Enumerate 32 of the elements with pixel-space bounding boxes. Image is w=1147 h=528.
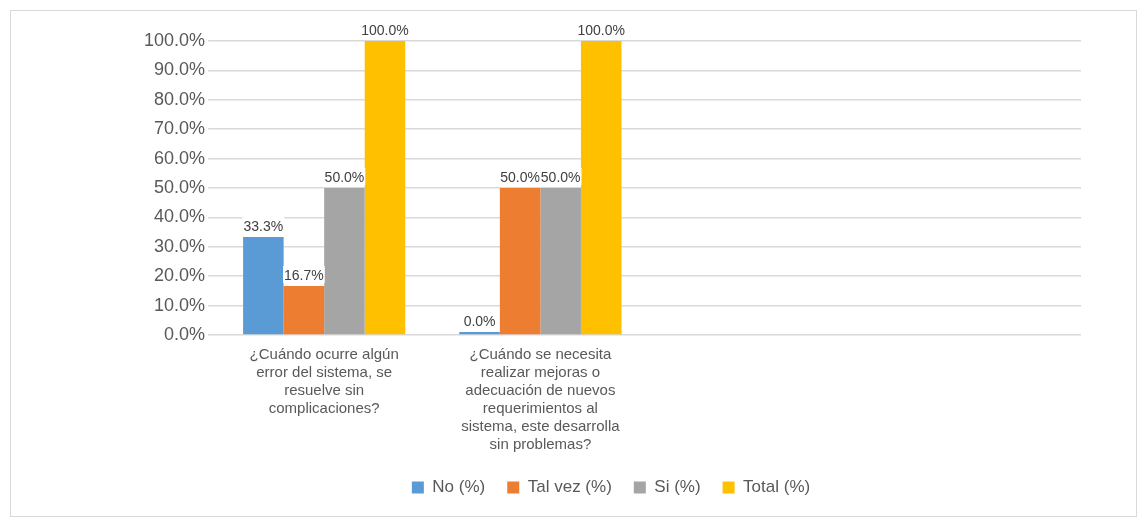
bar — [324, 188, 365, 335]
legend-label: No (%) — [432, 477, 486, 497]
legend-label: Si (%) — [654, 477, 701, 497]
data-label: 100.0% — [361, 21, 409, 38]
data-label: 16.7% — [284, 266, 324, 283]
data-label: 50.0% — [540, 168, 581, 185]
y-tick-label: 40.0% — [154, 206, 206, 227]
data-label: 100.0% — [577, 21, 625, 38]
legend-label: Total (%) — [743, 477, 811, 497]
data-label: 0.0% — [463, 312, 496, 329]
legend-label: Tal vez (%) — [527, 477, 612, 497]
bar — [499, 188, 541, 335]
y-tick-label: 80.0% — [154, 88, 206, 109]
data-label: 50.0% — [500, 168, 540, 185]
y-tick-label: 100.0% — [143, 29, 206, 50]
data-label: 33.3% — [243, 217, 284, 234]
y-tick-label: 90.0% — [154, 59, 206, 80]
x-tick-label: ¿Cuándo se necesita realizar mejoras o adecuación de nuevos requerimientos al sistema, este desarrolla sin problemas? — [461, 345, 621, 453]
bar — [283, 285, 325, 335]
bar — [540, 188, 581, 335]
y-tick-label: 20.0% — [154, 265, 206, 286]
data-label: 50.0% — [324, 168, 365, 185]
bar — [243, 237, 284, 335]
y-tick-label: 50.0% — [154, 176, 206, 197]
y-tick-label: 0.0% — [164, 323, 206, 344]
bar — [364, 41, 406, 335]
y-tick-label: 30.0% — [154, 235, 206, 256]
y-tick-label: 60.0% — [154, 147, 206, 168]
x-tick-label: ¿Cuándo ocurre algún error del sistema, se resuelve sin complicaciones? — [249, 345, 399, 417]
y-tick-label: 10.0% — [154, 294, 206, 315]
y-tick-label: 70.0% — [154, 118, 206, 139]
bar — [580, 41, 622, 335]
